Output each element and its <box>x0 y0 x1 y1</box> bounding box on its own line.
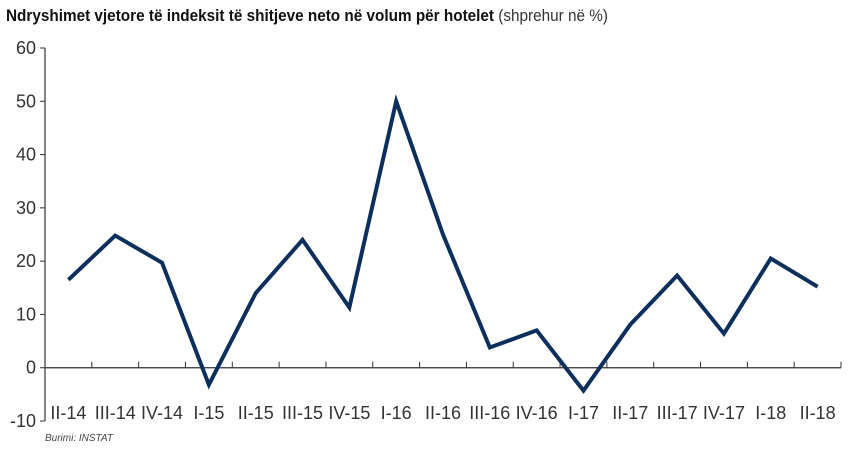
chart-title: Ndryshimet vjetore të indeksit të shitje… <box>6 6 608 26</box>
x-tick-label: II-18 <box>800 403 836 423</box>
y-tick-label: 60 <box>16 38 36 58</box>
x-tick-label: II-16 <box>425 403 461 423</box>
x-tick-label: II-15 <box>238 403 274 423</box>
subtitle-text: (shprehur në %) <box>498 6 608 25</box>
y-tick-label: 40 <box>16 145 36 165</box>
x-tick-label: III-16 <box>469 403 510 423</box>
y-tick-label: 0 <box>26 358 36 378</box>
y-tick-label: 10 <box>16 304 36 324</box>
y-tick-label: 20 <box>16 251 36 271</box>
x-tick-label: I-18 <box>755 403 786 423</box>
y-tick-label: 30 <box>16 198 36 218</box>
x-tick-label: IV-15 <box>328 403 370 423</box>
source-note: Burimi: INSTAT <box>45 433 113 444</box>
x-tick-label: IV-14 <box>141 403 183 423</box>
x-tick-label: IV-17 <box>703 403 745 423</box>
x-tick-label: I-15 <box>193 403 224 423</box>
series-line <box>67 94 819 394</box>
title-text: Ndryshimet vjetore të indeksit të shitje… <box>6 6 495 25</box>
x-tick-label: IV-16 <box>516 403 558 423</box>
y-tick-label: -10 <box>10 411 36 431</box>
x-tick-label: III-14 <box>95 403 136 423</box>
x-tick-label: III-17 <box>657 403 698 423</box>
x-tick-label: III-15 <box>282 403 323 423</box>
x-tick-label: I-16 <box>381 403 412 423</box>
y-tick-label: 50 <box>16 91 36 111</box>
x-tick-label: II-14 <box>50 403 86 423</box>
x-tick-label: I-17 <box>568 403 599 423</box>
x-tick-label: II-17 <box>612 403 648 423</box>
